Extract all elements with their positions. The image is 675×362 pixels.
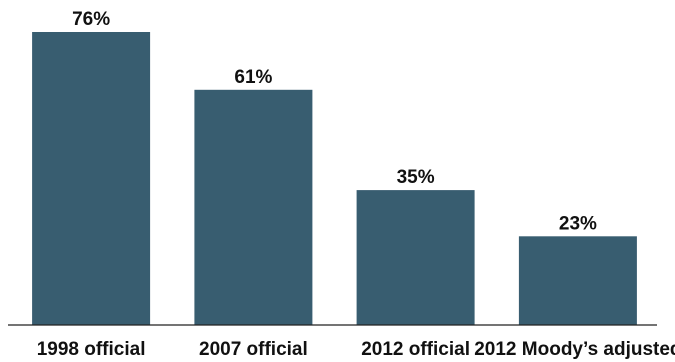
value-labels-group: 76% 61% 35% 23% [72,9,597,234]
bar-3 [356,190,475,325]
bar-value-label-2: 61% [234,67,272,88]
category-label-3: 2012 official [361,339,470,360]
bar-value-label-4: 23% [559,213,597,234]
bar-value-label-1: 76% [72,9,110,30]
bars-group [32,32,637,325]
category-label-2: 2007 official [199,339,308,360]
category-labels-group: 1998 official 2007 official 2012 official 2… [37,339,675,360]
category-label-1: 1998 official [37,339,146,360]
bar-2 [194,89,313,325]
bar-1 [32,32,151,325]
category-label-4: 2012 Moody’s adjusted [474,339,675,360]
bar-value-label-3: 35% [397,167,435,188]
bar-4 [518,236,637,325]
